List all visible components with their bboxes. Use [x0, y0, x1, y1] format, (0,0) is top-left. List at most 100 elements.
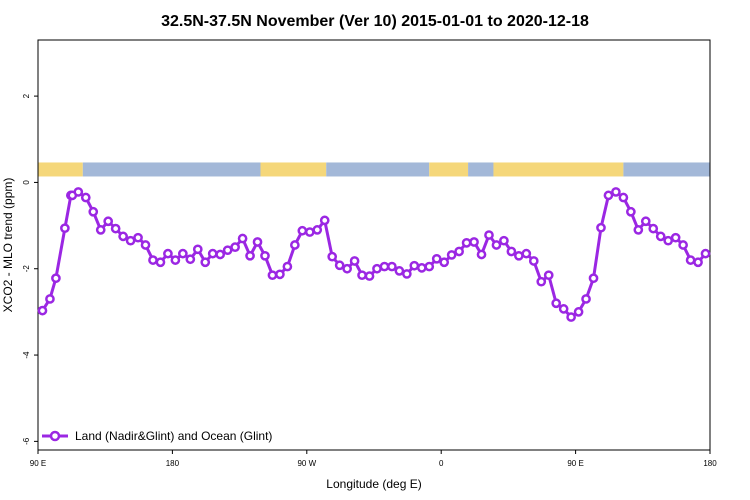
series-point — [163, 248, 173, 259]
series-point — [215, 249, 226, 260]
series-point — [588, 273, 599, 284]
series-point — [334, 260, 345, 271]
series-point — [103, 216, 114, 227]
x-axis-label: Longitude (deg E) — [326, 477, 421, 491]
series-point — [603, 190, 614, 201]
x-tick-label: 90 E — [30, 459, 46, 468]
series-point — [282, 261, 293, 272]
series-point — [372, 263, 382, 274]
series-point — [327, 251, 338, 262]
series-line — [41, 190, 707, 319]
series-point — [424, 261, 435, 272]
series-point — [454, 246, 464, 257]
series-point — [133, 232, 143, 243]
series-point — [140, 240, 151, 250]
series-point — [125, 235, 136, 246]
series-point — [558, 304, 569, 314]
series-point — [349, 256, 360, 266]
y-tick-label: -4 — [22, 351, 31, 359]
series-point — [551, 298, 562, 309]
series-point — [260, 250, 270, 261]
y-tick-label: 0 — [22, 180, 31, 185]
legend: Land (Nadir&Glint) and Ocean (Glint) — [42, 429, 272, 443]
series-point — [319, 215, 330, 226]
surface-segment-ocean — [82, 162, 261, 177]
series-point — [626, 206, 636, 217]
series-point — [416, 263, 427, 273]
series-point — [648, 223, 659, 234]
series-point — [543, 270, 554, 281]
series-point — [484, 230, 494, 240]
series-point — [663, 235, 674, 246]
series-point — [491, 240, 502, 250]
series-point — [446, 250, 457, 260]
surface-segment-ocean — [468, 162, 494, 177]
series-point — [37, 305, 48, 316]
x-tick-label: 0 — [439, 459, 444, 468]
series-point — [461, 237, 472, 248]
series-point — [290, 240, 300, 250]
series-point — [237, 233, 248, 244]
series-point — [245, 250, 255, 261]
series-point — [618, 192, 629, 203]
series-point — [655, 231, 666, 242]
series-point — [118, 231, 128, 242]
series-point — [469, 237, 479, 247]
series-point — [633, 225, 644, 235]
surface-segment-land — [260, 162, 327, 177]
surface-segment-land — [429, 162, 469, 177]
series-point — [192, 244, 203, 255]
series-point — [499, 235, 509, 246]
series-point — [88, 206, 99, 217]
series-point — [110, 223, 121, 234]
series-point — [596, 222, 606, 233]
x-axis: 90 E 180 90 W 0 90 E 180 — [30, 450, 717, 468]
series-point — [230, 242, 240, 253]
series-point — [73, 187, 84, 197]
series-point — [185, 254, 196, 265]
series-point — [45, 294, 55, 304]
series-point — [170, 255, 181, 265]
x-tick-label: 180 — [166, 459, 180, 468]
x-tick-label: 90 W — [297, 459, 316, 468]
series-point — [640, 216, 651, 227]
series-point — [364, 271, 375, 281]
series-point — [304, 227, 315, 237]
series-point — [387, 261, 397, 272]
series-point — [670, 232, 681, 243]
series-point — [678, 240, 688, 250]
series-point — [178, 248, 188, 259]
series-point — [514, 250, 524, 261]
series-point — [200, 257, 211, 268]
series-point — [297, 225, 308, 236]
series-point — [95, 225, 106, 235]
series-point — [394, 266, 405, 276]
series-point — [685, 255, 696, 265]
series-point — [51, 273, 61, 284]
series-point — [476, 249, 487, 260]
x-tick-label: 90 E — [567, 459, 583, 468]
series-point — [207, 248, 218, 259]
chart-title: 32.5N-37.5N November (Ver 10) 2015-01-01… — [161, 13, 589, 30]
series-point — [431, 253, 442, 264]
series-point — [148, 255, 158, 265]
series-point — [222, 245, 233, 256]
series-point — [357, 270, 367, 281]
y-axis: 2 0 -2 -4 -6 — [22, 93, 38, 445]
series-point — [155, 257, 166, 268]
series-point — [611, 187, 621, 197]
surface-segment-ocean — [623, 162, 710, 177]
y-axis-label: XCO2 - MLO trend (ppm) — [1, 178, 15, 313]
legend-entry-label: Land (Nadir&Glint) and Ocean (Glint) — [75, 429, 272, 443]
series-point — [573, 307, 584, 317]
series-point — [275, 269, 285, 280]
series-point — [312, 225, 323, 235]
series-point — [267, 270, 278, 281]
surface-segment-land — [493, 162, 624, 177]
series-point — [439, 257, 450, 268]
y-tick-label: -6 — [22, 437, 31, 445]
series-point — [521, 248, 532, 259]
series-point — [252, 237, 263, 247]
series-point — [60, 223, 70, 234]
